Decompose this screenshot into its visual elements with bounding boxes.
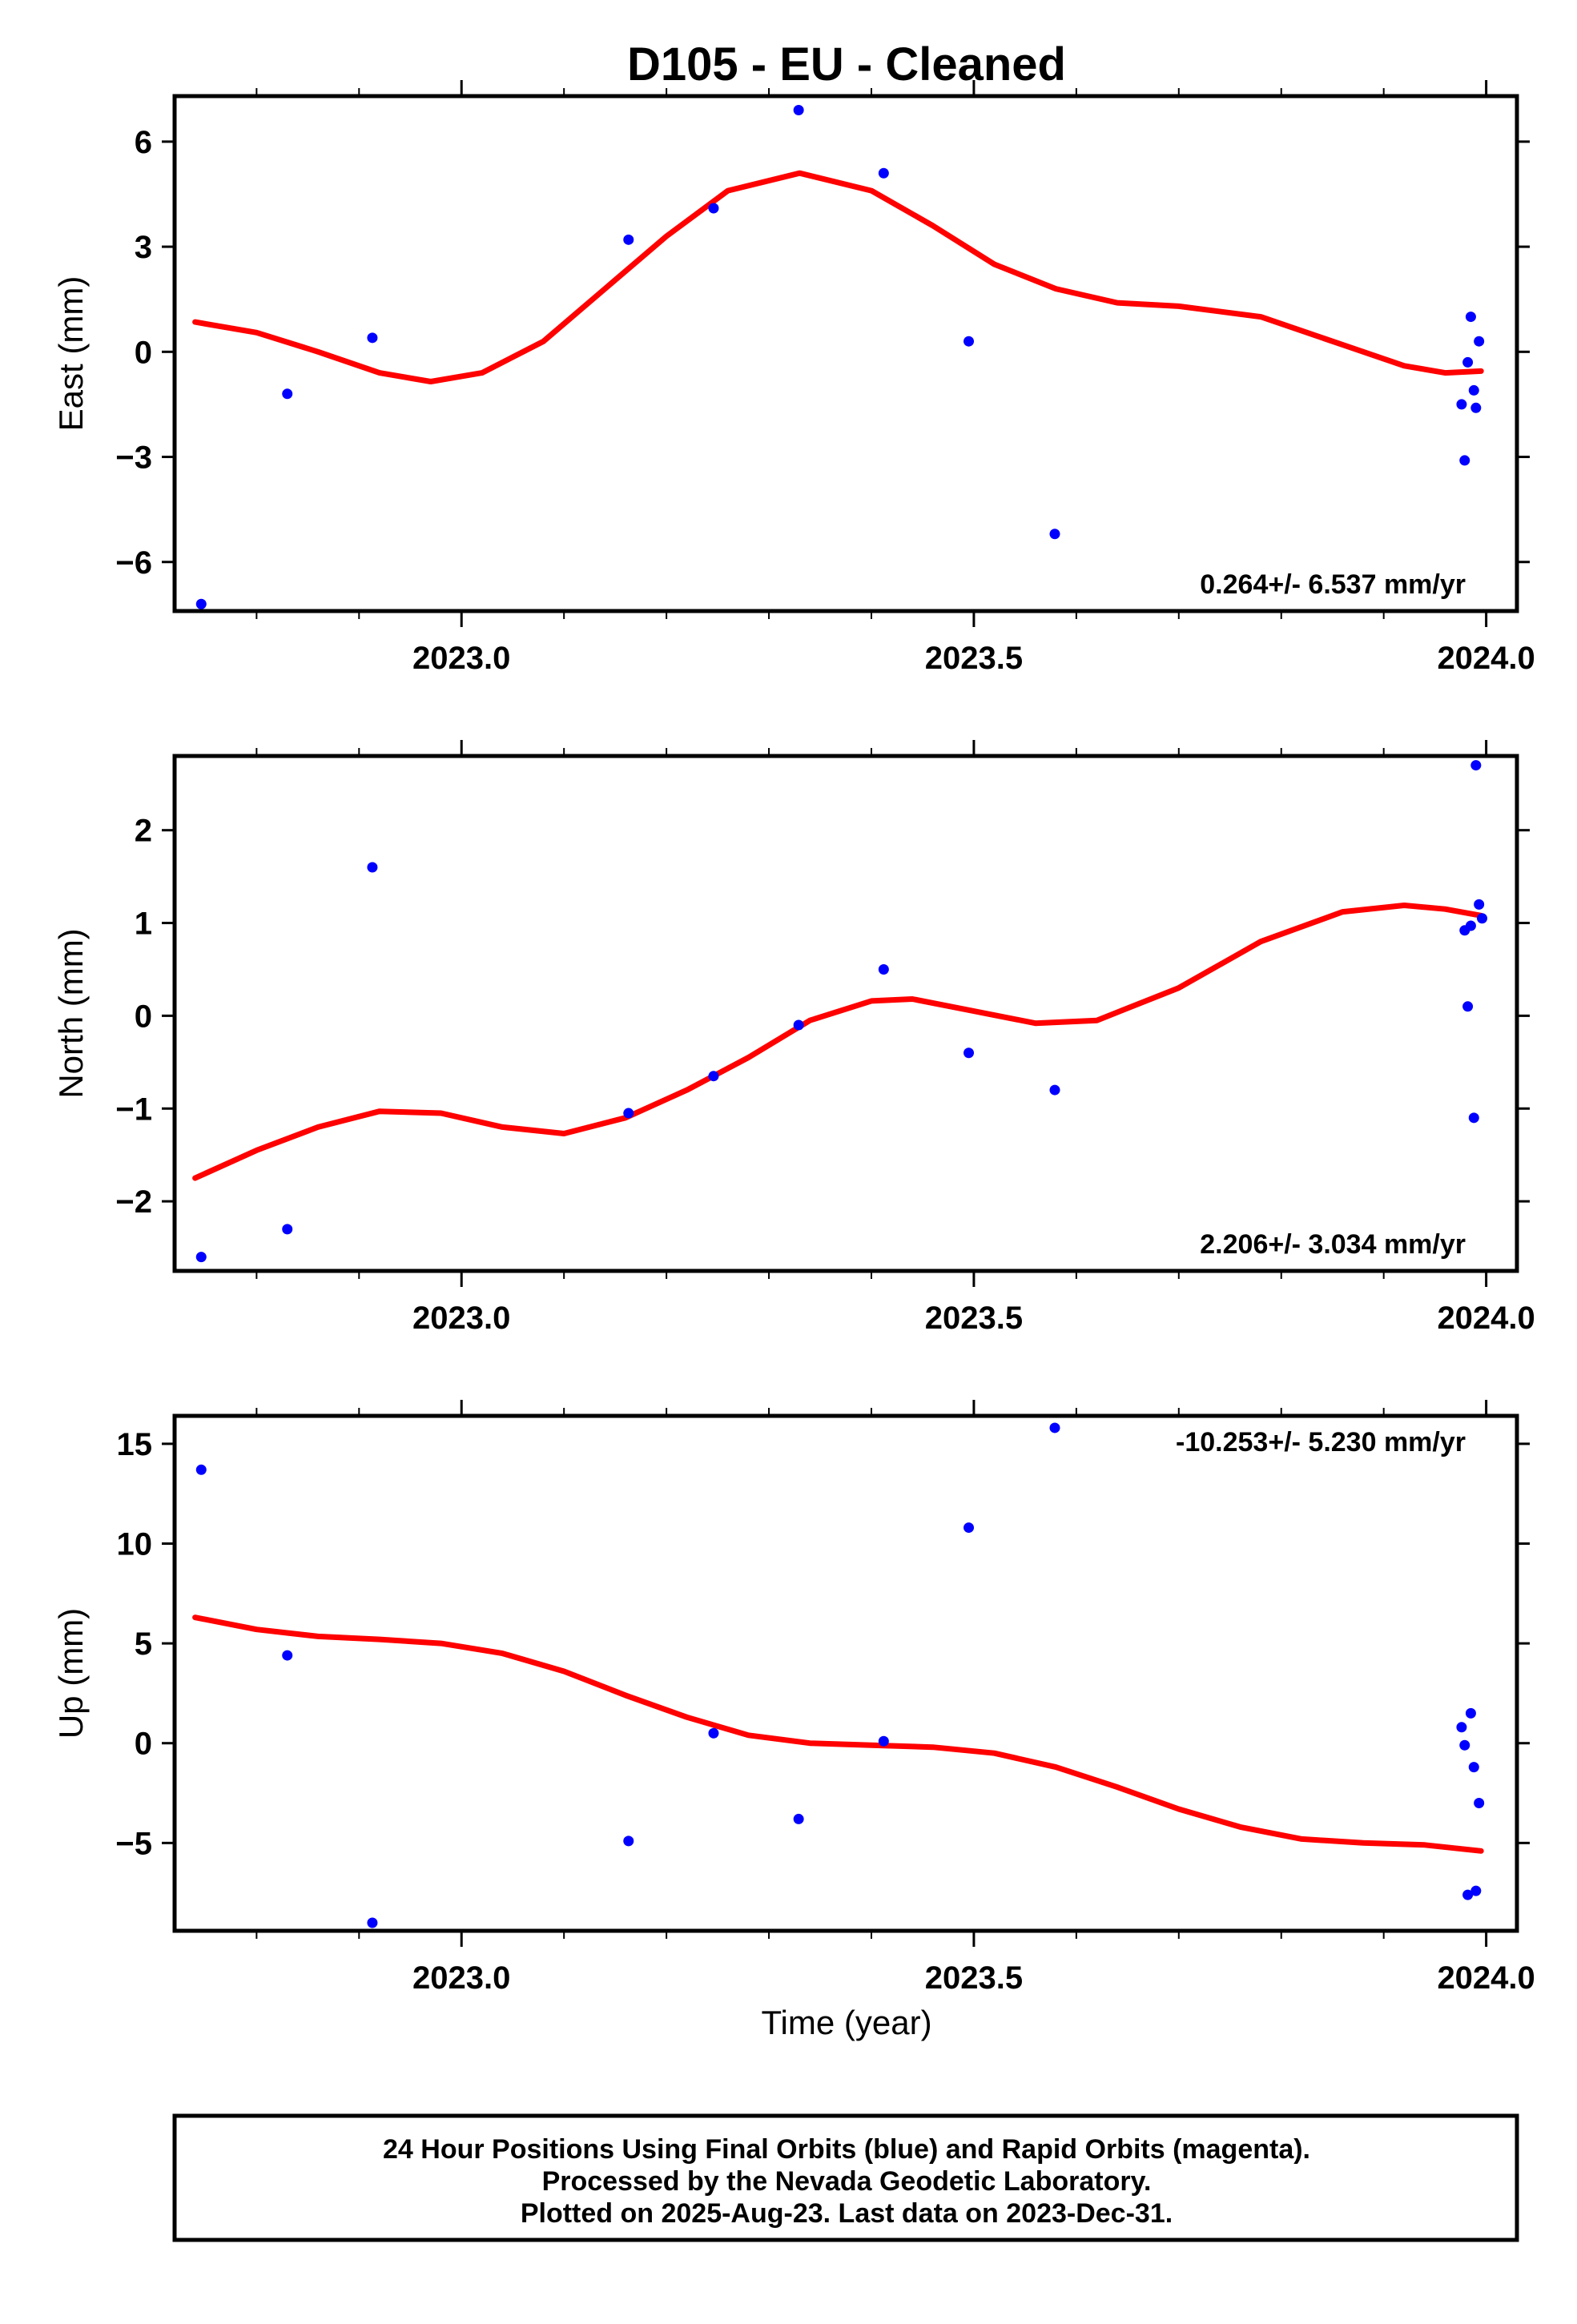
- data-point-north: [793, 1019, 804, 1031]
- data-point-north: [1468, 1112, 1479, 1124]
- data-point-east: [878, 167, 889, 179]
- y-tick-label-north: 0: [135, 999, 152, 1034]
- data-point-north: [282, 1224, 293, 1235]
- data-point-north: [1477, 913, 1488, 924]
- y-tick-label-up: −5: [115, 1826, 152, 1861]
- data-point-up: [963, 1522, 975, 1534]
- y-tick-label-east: 0: [135, 335, 152, 370]
- y-tick-label-up: 0: [135, 1727, 152, 1762]
- data-point-up: [1462, 1889, 1474, 1900]
- fit-line-up: [192, 1614, 1484, 1854]
- y-tick-label-east: −6: [115, 545, 152, 581]
- fit-line-north: [192, 903, 1484, 1181]
- y-tick-label-north: 1: [135, 907, 152, 942]
- y-axis-label-up: Up (mm): [52, 1608, 90, 1739]
- data-point-east: [1462, 356, 1474, 368]
- data-point-north: [195, 1252, 207, 1263]
- data-point-east: [793, 104, 804, 115]
- data-point-east: [1470, 402, 1482, 413]
- data-point-east: [1456, 399, 1467, 410]
- rate-label-north: 2.206+/- 3.034 mm/yr: [1200, 1229, 1466, 1260]
- x-tick-label-up: 2023.0: [412, 1960, 510, 1996]
- x-tick-label-north: 2024.0: [1437, 1301, 1535, 1336]
- data-point-north: [1049, 1084, 1060, 1096]
- panel-up: 15 10 5 0 −5 2023.0 2023.5 2024.0 Up (mm) -10.253…: [52, 1400, 1535, 1996]
- data-point-east: [708, 203, 719, 214]
- data-point-north: [708, 1071, 719, 1082]
- data-point-up: [1049, 1422, 1060, 1433]
- data-point-east: [623, 234, 634, 245]
- data-point-east: [1465, 312, 1476, 323]
- data-point-up: [367, 1917, 378, 1928]
- data-point-north: [1465, 920, 1476, 931]
- data-point-east: [1474, 336, 1485, 347]
- plot-area-north: [192, 760, 1488, 1263]
- y-axis-label-east: East (mm): [52, 276, 90, 432]
- data-point-up: [623, 1835, 634, 1847]
- data-point-up: [793, 1813, 804, 1824]
- footer-line-1: 24 Hour Positions Using Final Orbits (bl…: [383, 2134, 1310, 2165]
- y-tick-label-north: 2: [135, 814, 152, 849]
- data-point-east: [963, 336, 975, 347]
- y-tick-label-east: 6: [135, 125, 152, 160]
- plot-frame-north: [172, 754, 1519, 1273]
- x-axis-label: Time (year): [761, 2004, 931, 2041]
- chart-panels: 6 3 0 −3 −6 2023.0 2023.5 2024.0 East (mm) 0.264+…: [52, 80, 1535, 2041]
- rate-label-east: 0.264+/- 6.537 mm/yr: [1200, 569, 1466, 600]
- plot-area-up: [192, 1422, 1485, 1928]
- data-point-up: [1456, 1722, 1467, 1733]
- x-tick-label-north: 2023.5: [925, 1301, 1023, 1336]
- data-point-east: [1049, 529, 1060, 540]
- data-point-up: [1470, 1885, 1482, 1896]
- y-tick-label-up: 10: [117, 1527, 153, 1562]
- x-tick-label-east: 2023.5: [925, 641, 1023, 676]
- rate-label-up: -10.253+/- 5.230 mm/yr: [1176, 1427, 1466, 1458]
- data-point-north: [963, 1047, 975, 1059]
- plot-area-east: [192, 104, 1485, 609]
- data-point-up: [878, 1735, 889, 1747]
- data-point-north: [1462, 1001, 1474, 1012]
- data-point-up: [282, 1650, 293, 1661]
- plot-frame-up: [172, 1413, 1519, 1933]
- y-tick-label-north: −2: [115, 1184, 152, 1220]
- x-tick-label-north: 2023.0: [412, 1301, 510, 1336]
- data-point-east: [1468, 384, 1479, 396]
- fit-line-east: [192, 170, 1484, 384]
- data-point-east: [282, 388, 293, 400]
- data-point-east: [195, 598, 207, 609]
- data-point-up: [195, 1464, 207, 1475]
- plot-frame-east: [172, 94, 1519, 613]
- y-tick-label-up: 15: [117, 1427, 153, 1462]
- data-point-east: [1459, 455, 1470, 466]
- y-tick-label-up: 5: [135, 1626, 152, 1662]
- y-axis-label-north: North (mm): [52, 928, 90, 1098]
- y-tick-label-east: 3: [135, 230, 152, 265]
- x-tick-label-east: 2023.0: [412, 641, 510, 676]
- data-point-north: [1474, 899, 1485, 910]
- data-point-north: [367, 862, 378, 873]
- data-point-north: [1470, 760, 1482, 771]
- footer-line-2: Processed by the Nevada Geodetic Laborat…: [542, 2166, 1152, 2197]
- data-point-up: [1474, 1797, 1485, 1808]
- panel-north: 2 1 0 −1 −2 2023.0 2023.5 2024.0 North (mm) 2.206…: [52, 740, 1535, 1336]
- y-tick-label-east: −3: [115, 440, 152, 476]
- x-tick-label-up: 2023.5: [925, 1960, 1023, 1996]
- chart-title: D105 - EU - Cleaned: [627, 38, 1066, 90]
- footer-box: [172, 2113, 1519, 2242]
- data-point-north: [623, 1108, 634, 1119]
- data-point-up: [1465, 1707, 1476, 1719]
- data-point-up: [1468, 1762, 1479, 1773]
- panel-east: 6 3 0 −3 −6 2023.0 2023.5 2024.0 East (mm) 0.264+…: [52, 80, 1535, 676]
- data-point-up: [708, 1727, 719, 1739]
- x-tick-label-east: 2024.0: [1437, 641, 1535, 676]
- data-point-north: [878, 963, 889, 975]
- footer-line-3: Plotted on 2025-Aug-23. Last data on 202…: [521, 2198, 1173, 2229]
- x-tick-label-up: 2024.0: [1437, 1960, 1535, 1996]
- data-point-east: [367, 332, 378, 344]
- data-point-up: [1459, 1739, 1470, 1751]
- y-tick-label-north: −1: [115, 1092, 152, 1127]
